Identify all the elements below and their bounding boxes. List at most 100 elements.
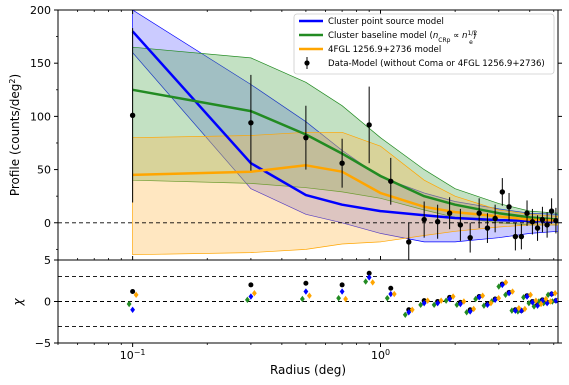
data-point [534, 225, 541, 231]
profile-y-tick-label: 50 [37, 164, 51, 177]
data-point [512, 233, 519, 240]
model-lines [58, 30, 558, 224]
data-point [553, 217, 558, 224]
residual-axes: 10−1 100 −5 0 5 [35, 254, 562, 362]
profile-y-tick-label: 0 [44, 217, 51, 230]
x-tick-label: 100 [371, 348, 390, 363]
residual-point-data [366, 270, 372, 276]
model-line-0 [131, 30, 558, 223]
residual-point-model-2 [366, 274, 372, 281]
residual-points [126, 270, 558, 318]
residual-point-model-3 [538, 300, 544, 308]
residual-point-model-3 [552, 290, 558, 297]
legend-swatch-data-marker [304, 60, 310, 66]
residual-point-model-2 [457, 300, 463, 308]
profile-y-tick-label: 100 [30, 110, 51, 123]
residual-point-model-3 [306, 292, 312, 299]
residual-point-model-3 [480, 292, 486, 299]
model-line-1 [132, 88, 558, 221]
data-point [248, 120, 254, 126]
legend-label-4fgl: 4FGL 1256.9+2736 model [328, 45, 441, 55]
legend-label-point-source: Cluster point source model [328, 17, 444, 27]
legend: Cluster point source model Cluster basel… [293, 13, 555, 75]
residual-point-model-1 [545, 291, 551, 299]
residual-point-model-2 [499, 281, 505, 289]
data-point [539, 216, 546, 223]
residual-point-model-3 [533, 297, 539, 304]
residual-point-data [303, 280, 309, 286]
residual-y-tick-label: 0 [44, 296, 51, 309]
residual-point-model-1 [363, 278, 369, 285]
residual-point-model-3 [543, 295, 549, 303]
residual-point-model-3 [343, 295, 349, 303]
residual-point-model-1 [299, 295, 305, 303]
residual-point-model-1 [521, 294, 526, 301]
profile-y-axis-title: Profile (counts/deg2) [8, 74, 23, 196]
residual-point-model-2 [467, 308, 473, 315]
profile-y-tick-label: 200 [30, 4, 51, 17]
residual-point-model-2 [549, 290, 555, 298]
data-point [476, 210, 482, 216]
residual-point-model-3 [516, 304, 522, 312]
data-point [406, 239, 412, 245]
data-point [499, 189, 506, 195]
residual-point-model-3 [471, 305, 477, 313]
residual-point-model-2 [303, 288, 309, 295]
residual-point-model-1 [526, 299, 532, 307]
data-point [421, 216, 427, 223]
data-point [467, 234, 473, 241]
data-point [484, 225, 491, 231]
residual-point-model-1 [336, 294, 342, 302]
profile-y-tick-label: 150 [30, 57, 51, 70]
data-point [506, 204, 512, 210]
residual-point-model-2 [435, 299, 441, 307]
data-point [446, 210, 453, 216]
residual-point-model-3 [548, 298, 554, 305]
residual-point-model-3 [450, 293, 456, 300]
residual-point-model-2 [130, 306, 136, 313]
residual-point-model-2 [248, 293, 254, 300]
residual-point-model-2 [553, 297, 558, 304]
x-axis-title: Radius (deg) [270, 363, 346, 377]
residual-point-model-3 [391, 290, 397, 298]
band-1 [132, 46, 558, 226]
residual-point-model-2 [406, 309, 412, 316]
residual-point-model-3 [503, 279, 509, 286]
residual-point-model-3 [557, 298, 558, 302]
data-point [303, 134, 309, 141]
data-point [388, 178, 394, 184]
legend-box [293, 13, 555, 75]
data-point [492, 215, 498, 222]
residual-point-model-1 [244, 296, 250, 304]
band-2 [132, 131, 558, 256]
residual-point-model-3 [409, 306, 415, 313]
residual-point-model-1 [384, 294, 390, 302]
data-points [129, 28, 558, 260]
residual-point-data [130, 289, 136, 295]
residual-point-model-1 [126, 300, 132, 308]
residual-point-model-3 [251, 290, 257, 297]
residual-point-model-3 [528, 291, 533, 299]
profile-axes: 0 50 100 150 200 [30, 4, 562, 260]
residual-point-model-1 [496, 283, 502, 290]
x-tick-label: 10−1 [120, 348, 146, 363]
data-point [457, 222, 464, 228]
residual-point-model-2 [388, 290, 394, 298]
data-point [524, 210, 530, 216]
residual-point-model-1 [464, 309, 470, 316]
model-line-2 [132, 164, 558, 222]
residual-point-data [388, 285, 394, 291]
residual-point-model-3 [425, 297, 431, 304]
residual-point-data [339, 282, 345, 288]
residual-point-model-3 [488, 299, 494, 307]
data-point [548, 208, 555, 214]
residual-point-model-2 [447, 295, 453, 303]
residual-point-model-1 [481, 302, 487, 309]
data-point [129, 112, 136, 119]
residual-point-model-3 [370, 279, 376, 286]
residual-point-model-2 [512, 307, 518, 314]
residual-point-model-3 [510, 288, 515, 295]
residual-point-model-2 [485, 301, 490, 309]
